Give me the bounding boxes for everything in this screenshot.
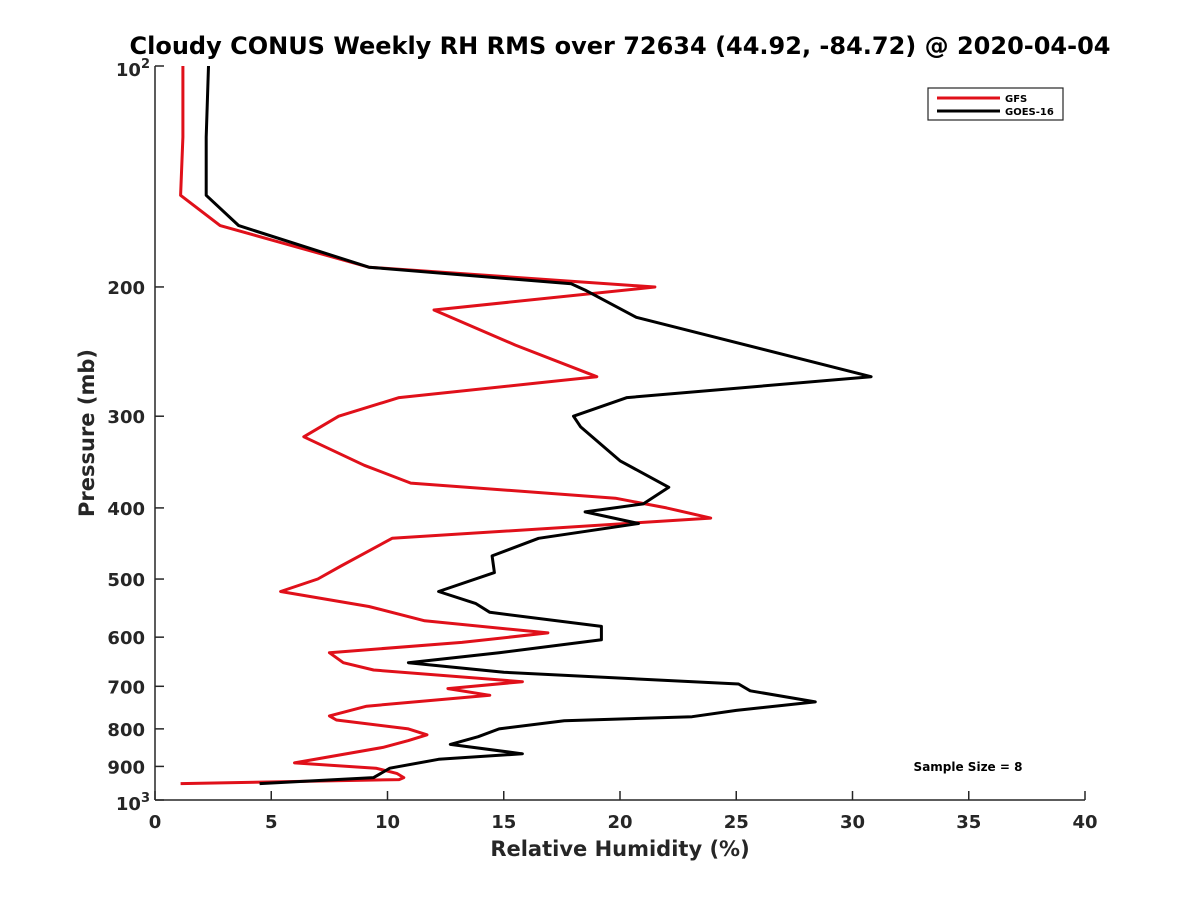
series-line-goes-16	[204, 65, 873, 786]
y-tick-label: 900	[107, 757, 145, 778]
x-ticks: 0 5 10 15 20 25 30 35 40	[149, 791, 1098, 833]
y-tick-label: 400	[107, 499, 145, 520]
legend-box	[927, 87, 1064, 121]
y-tick-label: 103	[116, 791, 150, 815]
x-tick-label: 35	[956, 812, 981, 833]
legend-label: GOES-16	[1005, 107, 1054, 118]
x-tick-label: 40	[1072, 812, 1097, 833]
series-layer	[179, 65, 873, 786]
y-tick-label: 700	[107, 677, 145, 698]
y-tick-label: 800	[107, 720, 145, 741]
y-axis-label: Pressure (mb)	[75, 349, 99, 517]
y-tick-label: 500	[107, 570, 145, 591]
y-tick-label: 102	[116, 57, 150, 81]
y-tick-label: 200	[107, 278, 145, 299]
series-line-gfs	[179, 66, 713, 786]
y-tick-label: 600	[107, 628, 145, 649]
x-tick-label: 25	[724, 812, 749, 833]
x-tick-label: 15	[491, 812, 516, 833]
y-tick-label: 300	[107, 407, 145, 428]
x-tick-label: 10	[375, 812, 400, 833]
x-tick-label: 5	[265, 812, 278, 833]
chart-title: Cloudy CONUS Weekly RH RMS over 72634 (4…	[130, 32, 1111, 60]
y-ticks: 102 200 300 400 500 600 700 800 900 103	[107, 57, 164, 815]
legend-label: GFS	[1005, 94, 1027, 105]
sample-size-annotation: Sample Size = 8	[914, 760, 1023, 774]
x-tick-label: 20	[607, 812, 632, 833]
legend: GFS GOES-16	[927, 87, 1064, 121]
x-axis-label: Relative Humidity (%)	[490, 837, 749, 861]
x-tick-label: 0	[149, 812, 162, 833]
x-tick-label: 30	[840, 812, 865, 833]
